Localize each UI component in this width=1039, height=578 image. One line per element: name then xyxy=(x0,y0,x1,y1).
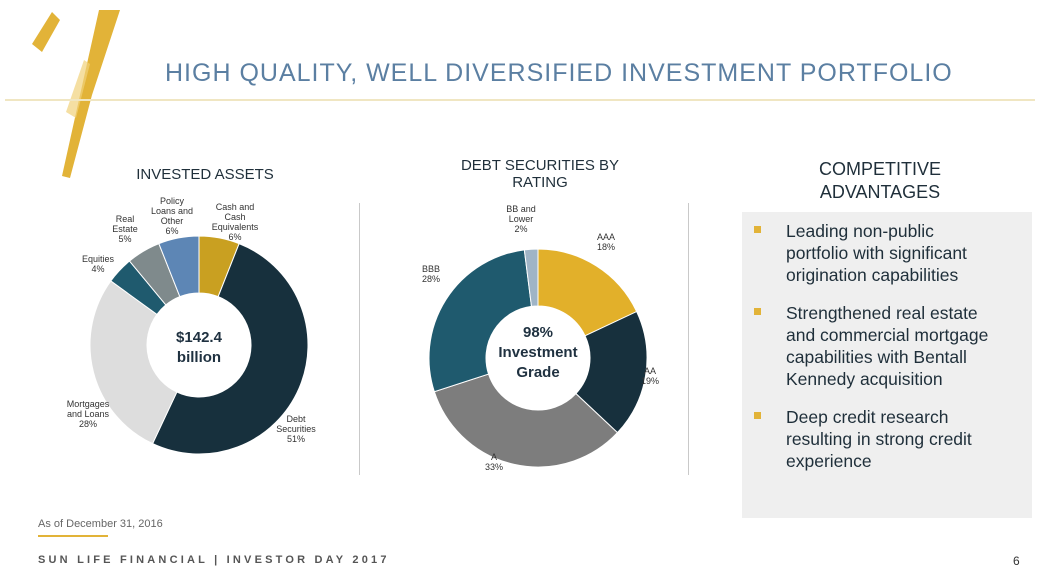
donut-slice xyxy=(158,235,200,298)
bullet-square-icon xyxy=(754,308,761,315)
donut-center-label: 98% xyxy=(523,324,553,341)
donut-center-label: $142.4 xyxy=(176,329,223,346)
donut-slice xyxy=(89,280,178,445)
bullet-line: Leading non-public xyxy=(786,221,934,241)
bullet-line: portfolio with significant xyxy=(786,243,967,263)
bullet-line: capabilities with Bentall xyxy=(786,347,967,367)
advantages-heading: COMPETITIVE ADVANTAGES xyxy=(760,158,1000,204)
as-of-date: As of December 31, 2016 xyxy=(38,518,163,530)
bullet-line: Deep credit research xyxy=(786,407,949,427)
slice-label: AA 19% xyxy=(641,366,659,386)
debt-securities-title: DEBT SECURITIES BY RATING xyxy=(430,157,650,191)
page-number: 6 xyxy=(1013,554,1020,568)
advantages-heading-line: ADVANTAGES xyxy=(819,182,941,202)
bullet-line: and commercial mortgage xyxy=(786,325,989,345)
donut-slice xyxy=(151,243,309,455)
invested-assets-title-text: INVESTED ASSETS xyxy=(136,166,274,183)
bullet-line: Kennedy acquisition xyxy=(786,369,943,389)
footer-text: SUN LIFE FINANCIAL | INVESTOR DAY 2017 xyxy=(38,554,390,566)
bullet-line: Strengthened real estate xyxy=(786,303,978,323)
debt-securities-title-line: RATING xyxy=(512,174,568,191)
as-of-underline xyxy=(38,535,108,537)
slice-label: BBB 28% xyxy=(422,264,440,284)
slice-label: Real Estate 5% xyxy=(112,214,138,244)
slice-label: AAA 18% xyxy=(597,232,615,252)
donut-slice xyxy=(428,249,533,393)
donut-slice xyxy=(523,248,539,307)
slice-label: Equities 4% xyxy=(82,254,115,274)
sun-life-logo-mark xyxy=(32,10,120,178)
donut-center-label: billion xyxy=(177,349,221,366)
title-rule xyxy=(5,99,1035,101)
chart-divider xyxy=(688,203,689,475)
slice-label: Cash and Cash Equivalents 6% xyxy=(212,202,259,242)
donut-center-label: Grade xyxy=(516,364,559,381)
invested-assets-donut-chart: Cash and Cash Equivalents 6% Debt Securities 5… xyxy=(67,196,316,455)
chart-divider xyxy=(359,203,360,475)
bullet-square-icon xyxy=(754,412,761,419)
bullet-line: resulting in strong credit xyxy=(786,429,972,449)
slice-label: BB and Lower 2% xyxy=(506,204,536,234)
donut-slice xyxy=(433,373,619,468)
advantages-panel: Leading non-public portfolio with signif… xyxy=(742,212,1032,518)
page-title: HIGH QUALITY, WELL DIVERSIFIED INVESTMEN… xyxy=(165,59,953,87)
slice-label: A 33% xyxy=(485,452,503,472)
debt-securities-title-line: DEBT SECURITIES BY xyxy=(460,157,620,174)
slice-label: Policy Loans and Other 6% xyxy=(151,196,193,236)
debt-rating-donut-chart: AAA 18% AA 19% A 33% BBB 28% BB and Lower 2% 98% Inv… xyxy=(422,204,659,472)
slice-label: Debt Securities 51% xyxy=(276,414,316,444)
invested-assets-title: INVESTED ASSETS xyxy=(110,166,300,183)
slice-label: Mortgages and Loans 28% xyxy=(67,399,110,429)
bullet-line: origination capabilities xyxy=(786,265,959,285)
bullet-square-icon xyxy=(754,226,761,233)
bullet-line: experience xyxy=(786,451,872,471)
donut-slice xyxy=(537,248,638,337)
advantages-heading-line: COMPETITIVE xyxy=(818,159,941,179)
donut-center-label: Investment xyxy=(498,344,577,361)
